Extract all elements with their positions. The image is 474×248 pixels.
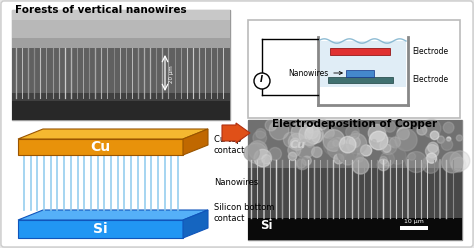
Circle shape	[384, 121, 395, 132]
Circle shape	[288, 144, 301, 157]
Circle shape	[299, 124, 320, 145]
Circle shape	[334, 154, 344, 164]
Polygon shape	[18, 210, 208, 220]
Circle shape	[335, 121, 339, 125]
Circle shape	[292, 121, 313, 143]
Circle shape	[369, 131, 388, 150]
Circle shape	[288, 152, 297, 160]
Circle shape	[302, 156, 311, 165]
Circle shape	[361, 145, 372, 156]
Text: 10 μm: 10 μm	[404, 219, 424, 224]
Circle shape	[327, 138, 348, 159]
Circle shape	[380, 156, 387, 164]
Circle shape	[323, 127, 334, 138]
Bar	[248, 218, 462, 240]
Circle shape	[306, 126, 319, 139]
Circle shape	[395, 129, 417, 151]
Circle shape	[389, 147, 406, 164]
Circle shape	[422, 157, 439, 173]
Text: Nanowires: Nanowires	[288, 68, 342, 77]
Circle shape	[339, 136, 356, 153]
Circle shape	[383, 144, 391, 152]
Text: Cu: Cu	[91, 140, 110, 154]
Polygon shape	[18, 129, 208, 139]
Circle shape	[397, 127, 410, 140]
Bar	[248, 120, 462, 168]
Circle shape	[337, 144, 356, 163]
Circle shape	[372, 140, 376, 144]
Circle shape	[271, 124, 277, 129]
Circle shape	[443, 122, 454, 133]
Polygon shape	[183, 210, 208, 238]
Bar	[12, 10, 230, 55]
Text: Electrode: Electrode	[412, 75, 448, 85]
Text: Electrode: Electrode	[412, 47, 448, 56]
Circle shape	[253, 131, 266, 145]
Circle shape	[246, 143, 267, 163]
Bar	[320, 41, 406, 87]
Circle shape	[346, 133, 367, 154]
Circle shape	[269, 120, 289, 140]
Circle shape	[405, 122, 411, 128]
Text: Silicon bottom
contact: Silicon bottom contact	[214, 203, 274, 223]
Bar	[12, 48, 230, 98]
Circle shape	[356, 154, 364, 162]
Circle shape	[380, 137, 397, 155]
Circle shape	[417, 125, 427, 135]
Bar	[328, 77, 393, 83]
Circle shape	[352, 157, 369, 174]
Bar	[248, 150, 462, 218]
Circle shape	[428, 142, 438, 153]
Circle shape	[368, 124, 386, 142]
Circle shape	[423, 158, 429, 164]
Polygon shape	[183, 129, 208, 155]
Text: Nanowires: Nanowires	[214, 178, 258, 187]
Circle shape	[283, 132, 299, 147]
Circle shape	[346, 125, 359, 139]
Circle shape	[291, 138, 300, 148]
Bar	[346, 70, 374, 77]
Text: Forests of vertical nanowires: Forests of vertical nanowires	[15, 5, 187, 15]
Bar	[400, 226, 428, 230]
Circle shape	[248, 141, 267, 159]
Circle shape	[265, 119, 277, 131]
Circle shape	[377, 159, 389, 171]
Circle shape	[349, 137, 360, 148]
Circle shape	[442, 152, 463, 173]
Circle shape	[447, 137, 451, 141]
Circle shape	[341, 152, 355, 165]
Bar	[12, 10, 230, 38]
Circle shape	[430, 131, 439, 140]
Circle shape	[305, 125, 323, 144]
Circle shape	[311, 131, 323, 143]
Text: Cu: Cu	[290, 140, 306, 150]
Circle shape	[307, 141, 313, 147]
Circle shape	[288, 133, 305, 150]
Circle shape	[406, 152, 427, 173]
Circle shape	[352, 131, 359, 139]
Circle shape	[307, 127, 313, 133]
Circle shape	[328, 141, 335, 148]
Circle shape	[427, 153, 437, 163]
Text: Si: Si	[260, 219, 273, 232]
Circle shape	[390, 137, 401, 148]
Circle shape	[426, 145, 439, 158]
Circle shape	[262, 155, 271, 164]
Circle shape	[254, 73, 270, 89]
Text: Cu top
contact: Cu top contact	[214, 135, 246, 155]
Circle shape	[254, 149, 272, 167]
Bar	[330, 48, 390, 55]
Bar	[12, 93, 230, 101]
Bar	[18, 139, 183, 155]
Circle shape	[456, 135, 463, 141]
Text: Si: Si	[93, 222, 108, 236]
Circle shape	[244, 145, 259, 160]
Circle shape	[269, 148, 282, 160]
Bar	[12, 98, 230, 120]
Circle shape	[333, 140, 339, 146]
Circle shape	[450, 151, 470, 171]
Circle shape	[451, 157, 466, 172]
Circle shape	[437, 136, 445, 143]
Bar	[18, 220, 183, 238]
